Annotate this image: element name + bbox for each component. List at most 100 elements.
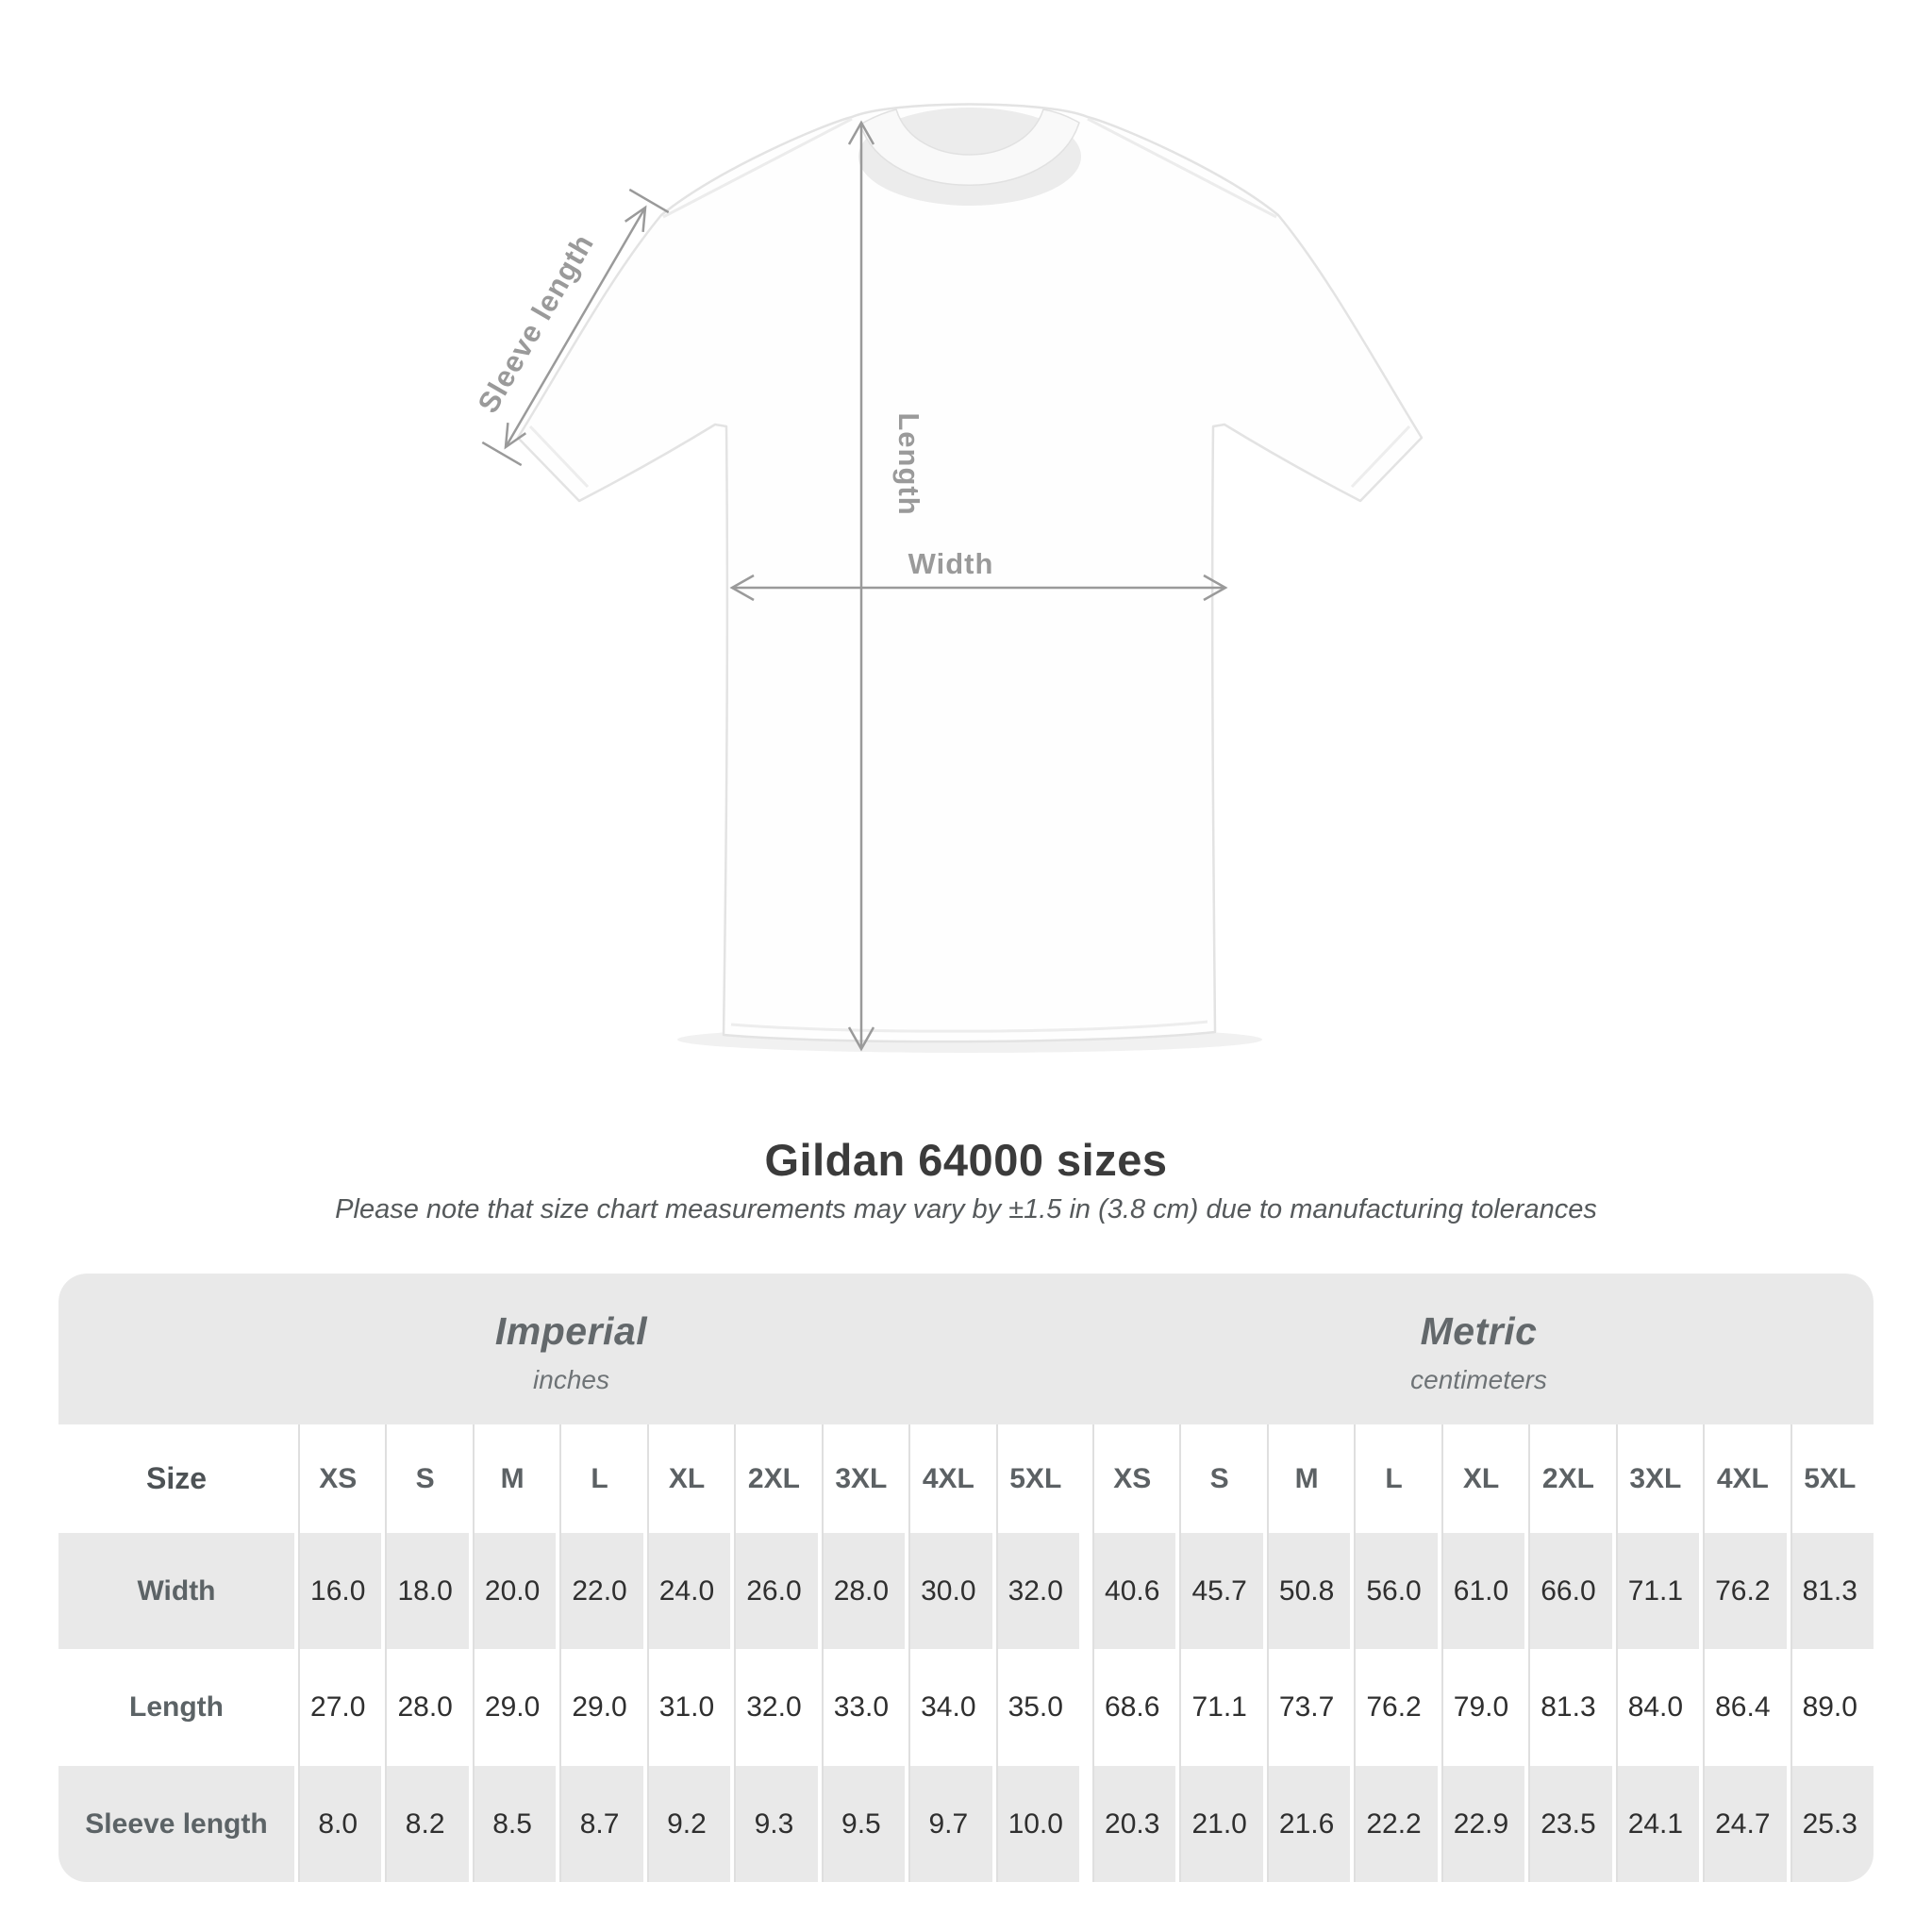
- metric-unit-label: centimeters: [1410, 1365, 1547, 1394]
- value-cell: 9.2: [642, 1766, 731, 1882]
- value-cell: 76.2: [1699, 1533, 1787, 1649]
- row-label-width: Width: [58, 1533, 294, 1649]
- length-arrow: [847, 120, 875, 1052]
- value-cell: 29.0: [468, 1649, 557, 1766]
- column-header-imperial-XS: XS: [294, 1424, 382, 1533]
- metric-label: Metric: [1420, 1309, 1538, 1353]
- column-header-metric-2XL: 2XL: [1524, 1424, 1612, 1533]
- value-cell: 28.0: [817, 1533, 906, 1649]
- shirt-body: [516, 103, 1424, 1043]
- value-cell: 16.0: [294, 1533, 382, 1649]
- group-divider: [1078, 1424, 1089, 1533]
- value-cell: 71.1: [1611, 1533, 1700, 1649]
- column-header-imperial-5XL: 5XL: [991, 1424, 1079, 1533]
- value-cell: 8.0: [294, 1766, 382, 1882]
- shoulder-seam-right: [1087, 117, 1277, 219]
- group-divider: [1078, 1649, 1089, 1766]
- value-cell: 24.1: [1611, 1766, 1700, 1882]
- page-subtitle: Please note that size chart measurements…: [335, 1194, 1597, 1224]
- value-cell: 8.5: [468, 1766, 557, 1882]
- value-cell: 32.0: [730, 1649, 818, 1766]
- value-cell: 81.3: [1524, 1649, 1612, 1766]
- column-header-metric-5XL: 5XL: [1786, 1424, 1874, 1533]
- value-cell: 89.0: [1786, 1649, 1874, 1766]
- width-label: Width: [908, 547, 994, 580]
- length-label: Length: [892, 412, 925, 515]
- value-cell: 9.3: [730, 1766, 818, 1882]
- column-header-imperial-4XL: 4XL: [905, 1424, 992, 1533]
- bottom-hem-stitch: [730, 1020, 1208, 1033]
- column-header-metric-S: S: [1175, 1424, 1263, 1533]
- column-header-imperial-L: L: [556, 1424, 643, 1533]
- column-header-imperial-XL: XL: [642, 1424, 731, 1533]
- value-cell: 33.0: [817, 1649, 906, 1766]
- value-cell: 8.2: [381, 1766, 469, 1882]
- value-cell: 24.0: [642, 1533, 731, 1649]
- value-cell: 34.0: [905, 1649, 992, 1766]
- column-header-imperial-S: S: [381, 1424, 469, 1533]
- value-cell: 22.0: [556, 1533, 643, 1649]
- value-cell: 9.7: [905, 1766, 992, 1882]
- sleeve-hem-right: [1350, 425, 1411, 489]
- value-cell: 56.0: [1350, 1533, 1438, 1649]
- width-arrow: [729, 574, 1228, 602]
- value-cell: 31.0: [642, 1649, 731, 1766]
- imperial-label: Imperial: [494, 1309, 648, 1353]
- tshirt-diagram: Sleeve length Length Width: [472, 103, 1424, 1053]
- sleeve-hem-left: [528, 425, 590, 489]
- value-cell: 30.0: [905, 1533, 992, 1649]
- value-cell: 50.8: [1262, 1533, 1351, 1649]
- unit-band: Imperial inches Metric centimeters: [58, 1274, 1874, 1424]
- value-cell: 23.5: [1524, 1766, 1612, 1882]
- column-header-metric-L: L: [1350, 1424, 1438, 1533]
- value-cell: 66.0: [1524, 1533, 1612, 1649]
- table-corner-header: Size: [58, 1424, 294, 1533]
- value-cell: 22.2: [1350, 1766, 1438, 1882]
- value-cell: 22.9: [1437, 1766, 1525, 1882]
- metric-group-header: Metric centimeters: [1084, 1274, 1874, 1424]
- page-title: Gildan 64000 sizes: [764, 1135, 1168, 1185]
- column-header-metric-4XL: 4XL: [1699, 1424, 1787, 1533]
- value-cell: 32.0: [991, 1533, 1079, 1649]
- value-cell: 45.7: [1175, 1533, 1263, 1649]
- column-header-imperial-2XL: 2XL: [730, 1424, 818, 1533]
- column-header-metric-XS: XS: [1088, 1424, 1176, 1533]
- value-cell: 27.0: [294, 1649, 382, 1766]
- value-cell: 40.6: [1088, 1533, 1176, 1649]
- value-cell: 71.1: [1175, 1649, 1263, 1766]
- value-cell: 61.0: [1437, 1533, 1525, 1649]
- value-cell: 81.3: [1786, 1533, 1874, 1649]
- value-cell: 10.0: [991, 1766, 1079, 1882]
- value-cell: 79.0: [1437, 1649, 1525, 1766]
- imperial-group-header: Imperial inches: [58, 1274, 1084, 1424]
- column-header-metric-3XL: 3XL: [1611, 1424, 1700, 1533]
- value-cell: 21.0: [1175, 1766, 1263, 1882]
- group-divider: [1078, 1533, 1089, 1649]
- collar-band: [859, 108, 1080, 186]
- value-cell: 20.0: [468, 1533, 557, 1649]
- value-cell: 76.2: [1350, 1649, 1438, 1766]
- value-cell: 68.6: [1088, 1649, 1176, 1766]
- value-cell: 25.3: [1786, 1766, 1874, 1882]
- row-label-sleeve-length: Sleeve length: [58, 1766, 294, 1882]
- shoulder-seam-left: [662, 117, 853, 219]
- row-label-length: Length: [58, 1649, 294, 1766]
- value-cell: 18.0: [381, 1533, 469, 1649]
- value-cell: 21.6: [1262, 1766, 1351, 1882]
- value-cell: 8.7: [556, 1766, 643, 1882]
- value-cell: 84.0: [1611, 1649, 1700, 1766]
- value-cell: 73.7: [1262, 1649, 1351, 1766]
- value-cell: 26.0: [730, 1533, 818, 1649]
- value-cell: 24.7: [1699, 1766, 1787, 1882]
- column-header-metric-M: M: [1262, 1424, 1351, 1533]
- size-table: Imperial inches Metric centimeters Size X…: [58, 1274, 1874, 1882]
- value-cell: 9.5: [817, 1766, 906, 1882]
- value-cell: 86.4: [1699, 1649, 1787, 1766]
- imperial-unit-label: inches: [533, 1365, 609, 1394]
- value-cell: 20.3: [1088, 1766, 1176, 1882]
- size-grid: Size XS S M L XL 2XL 3XL 4XL 5XL XS S M L XL 2XL 3XL 4XL 5…: [58, 1424, 1874, 1882]
- column-header-imperial-3XL: 3XL: [817, 1424, 906, 1533]
- column-header-imperial-M: M: [468, 1424, 557, 1533]
- value-cell: 35.0: [991, 1649, 1079, 1766]
- value-cell: 29.0: [556, 1649, 643, 1766]
